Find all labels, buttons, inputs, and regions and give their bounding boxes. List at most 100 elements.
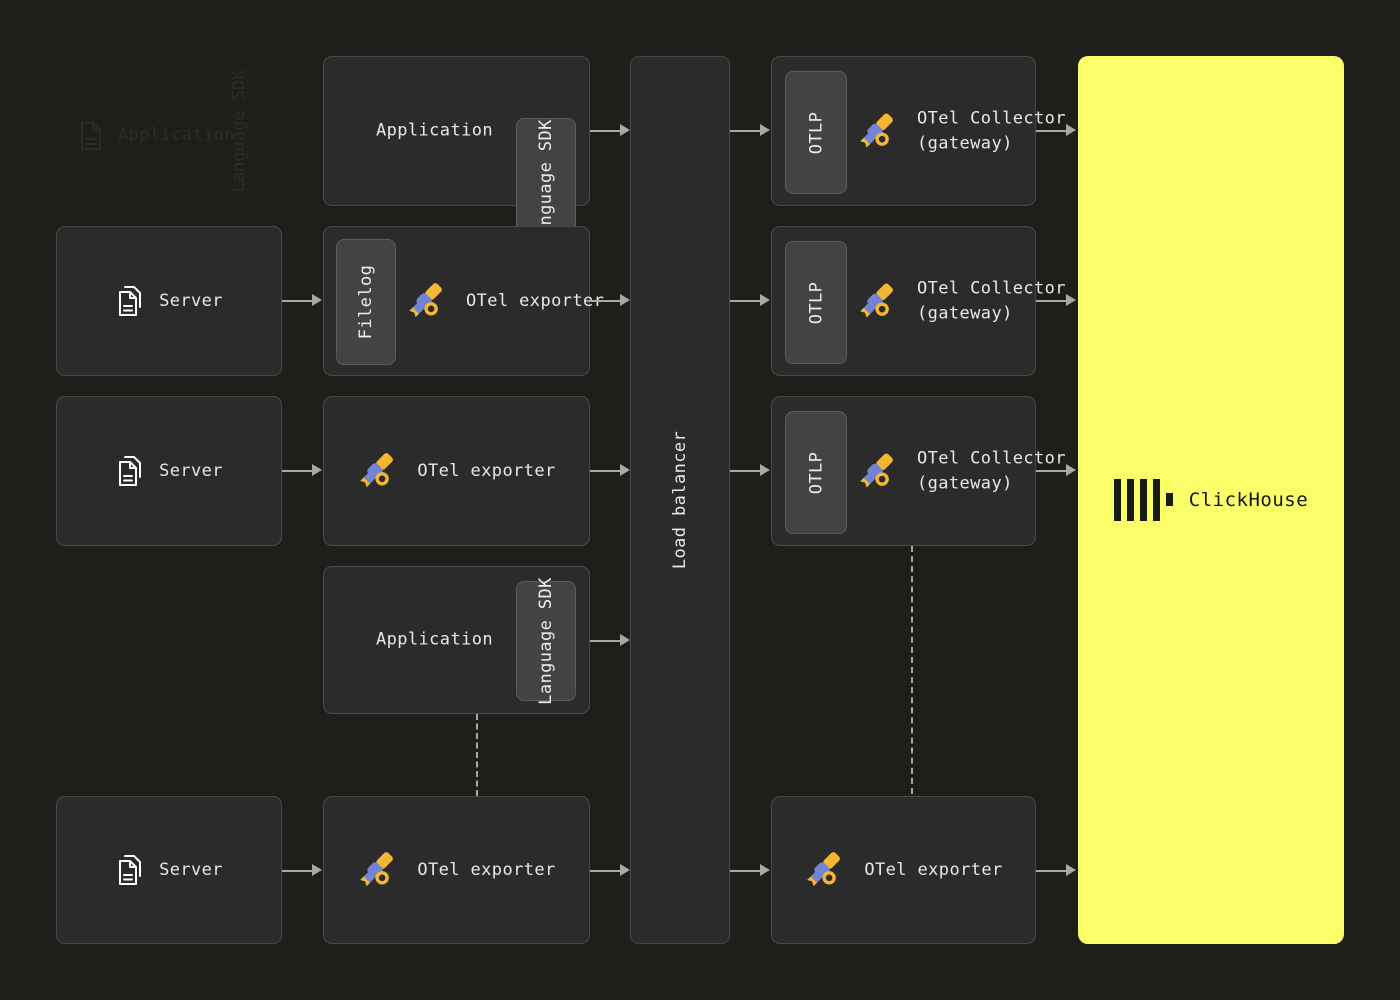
server-documents-icon-2 (119, 456, 142, 486)
server-box-2[interactable]: Server (56, 396, 282, 546)
clickhouse-panel[interactable]: ClickHouse (1078, 56, 1344, 944)
otlp-box-2[interactable]: OTLP (785, 241, 847, 364)
connector-lb-to-gateway-exporter (730, 870, 762, 872)
clickhouse-bars-logo (1113, 479, 1173, 521)
arrowhead-exporter1-to-lb (620, 294, 630, 306)
otlp-box-1[interactable]: OTLP (785, 71, 847, 194)
exporter-label-1: OTel exporter (466, 290, 605, 311)
arrowhead-coll1-to-ch (1066, 124, 1076, 136)
arrowhead-lb-to-coll1 (760, 124, 770, 136)
otel-telescope-icon-e1 (409, 283, 442, 318)
clickhouse-content: ClickHouse (1113, 479, 1309, 521)
connector-lb-to-coll3 (730, 470, 762, 472)
arrowhead-server2-to-exporter2 (312, 464, 322, 476)
ghost-application-box (55, 60, 260, 202)
collector-box-3[interactable]: OTLP OTel Collector (gateway) (771, 396, 1065, 546)
ghost-language-sdk-label: Language SDK (229, 69, 249, 193)
dashed-connector-collector3-to-gateway-exporter (911, 546, 913, 794)
arrowhead-exporter3-to-lb (620, 864, 630, 876)
load-balancer-label: Load balancer (670, 430, 691, 570)
arrowhead-coll3-to-ch (1066, 464, 1076, 476)
exporter-label-2: OTel exporter (417, 460, 556, 481)
application-box-1[interactable]: Application Language SDK (323, 56, 590, 247)
server-documents-icon-3 (119, 855, 142, 885)
otel-telescope-icon-e2 (360, 453, 394, 488)
arrowhead-app2-to-lb (620, 634, 630, 646)
server-content-1: Server (115, 285, 223, 317)
otlp-box-3[interactable]: OTLP (785, 411, 847, 534)
dashed-connector-app2-to-exporter3 (476, 714, 478, 796)
connector-lb-to-coll2 (730, 300, 762, 302)
exporter-box-3[interactable]: OTel exporter (323, 796, 590, 944)
otel-telescope-icon-c3 (860, 453, 893, 488)
clickhouse-bar-2 (1126, 479, 1134, 521)
application-box-2[interactable]: Application Language SDK (323, 566, 590, 714)
language-sdk-box-2[interactable]: Language SDK (516, 577, 576, 705)
clickhouse-dot (1165, 493, 1173, 506)
connector-app2-to-lb (590, 640, 622, 642)
clickhouse-bar-1 (1113, 479, 1121, 521)
arrowhead-gateway-exporter-to-ch (1066, 864, 1076, 876)
server-label-1: Server (159, 290, 223, 311)
otlp-label-2: OTLP (805, 281, 826, 324)
collector-box-2[interactable]: OTLP OTel Collector (gateway) (771, 226, 1065, 376)
exporter-box-1[interactable]: Filelog OTel exporter (323, 226, 604, 376)
filelog-label: Filelog (356, 264, 377, 340)
server-content-3: Server (115, 854, 223, 886)
application-label-1: Application (376, 120, 493, 141)
collector-label-2: OTel Collector (gateway) (917, 278, 1066, 323)
arrowhead-coll2-to-ch (1066, 294, 1076, 306)
connector-coll1-to-ch (1036, 130, 1068, 132)
server-content-2: Server (115, 455, 223, 487)
load-balancer-box[interactable]: Load balancer (630, 56, 730, 944)
otel-telescope-icon-e3 (360, 852, 394, 887)
filelog-box[interactable]: Filelog (336, 239, 396, 365)
server-documents-icon-1 (119, 286, 142, 316)
connector-coll2-to-ch (1036, 300, 1068, 302)
ghost-server-icon (76, 120, 106, 152)
connector-server2-to-exporter2 (282, 470, 314, 472)
collector-content-3: OTel Collector (gateway) (857, 446, 1066, 495)
connector-coll3-to-ch (1036, 470, 1068, 472)
connector-server3-to-exporter3 (282, 870, 314, 872)
otlp-label-3: OTLP (805, 451, 826, 494)
otlp-label-1: OTLP (805, 111, 826, 154)
otel-telescope-icon-c2 (860, 283, 893, 318)
language-sdk-box-1[interactable]: Language SDK (516, 118, 576, 247)
exporter-box-2[interactable]: OTel exporter (323, 396, 590, 546)
exporter-content-3: OTel exporter (357, 847, 555, 893)
server-label-2: Server (159, 460, 223, 481)
connector-exporter3-to-lb (590, 870, 622, 872)
gateway-exporter-content: OTel exporter (804, 847, 1002, 893)
arrowhead-exporter2-to-lb (620, 464, 630, 476)
server-box-3[interactable]: Server (56, 796, 282, 944)
connector-exporter2-to-lb (590, 470, 622, 472)
otel-telescope-icon-ge (807, 852, 841, 887)
exporter-content-2: OTel exporter (357, 448, 555, 494)
clickhouse-bar-3 (1139, 479, 1147, 521)
ghost-language-sdk-box: Language SDK (215, 60, 263, 202)
clickhouse-label: ClickHouse (1188, 489, 1309, 511)
ghost-application-label: Application (118, 125, 235, 145)
clickhouse-bar-4 (1152, 479, 1160, 521)
arrowhead-app1-to-lb (620, 124, 630, 136)
language-sdk-label-2: Language SDK (536, 577, 556, 705)
exporter-content-1: OTel exporter (406, 278, 604, 324)
otel-telescope-icon-c1 (860, 113, 893, 148)
server-box-1[interactable]: Server (56, 226, 282, 376)
collector-label-1: OTel Collector (gateway) (917, 108, 1066, 153)
gateway-exporter-box[interactable]: OTel exporter (771, 796, 1036, 944)
exporter-label-3: OTel exporter (417, 859, 556, 880)
arrowhead-server3-to-exporter3 (312, 864, 322, 876)
connector-gateway-exporter-to-ch (1036, 870, 1068, 872)
arrowhead-lb-to-coll2 (760, 294, 770, 306)
connector-exporter1-to-lb (590, 300, 622, 302)
collector-content-1: OTel Collector (gateway) (857, 106, 1066, 155)
arrowhead-lb-to-coll3 (760, 464, 770, 476)
arrowhead-server1-to-exporter1 (312, 294, 322, 306)
connector-server1-to-exporter1 (282, 300, 314, 302)
collector-label-3: OTel Collector (gateway) (917, 448, 1066, 493)
collector-box-1[interactable]: OTLP OTel Collector (gateway) (771, 56, 1065, 206)
gateway-exporter-label: OTel exporter (864, 859, 1003, 880)
